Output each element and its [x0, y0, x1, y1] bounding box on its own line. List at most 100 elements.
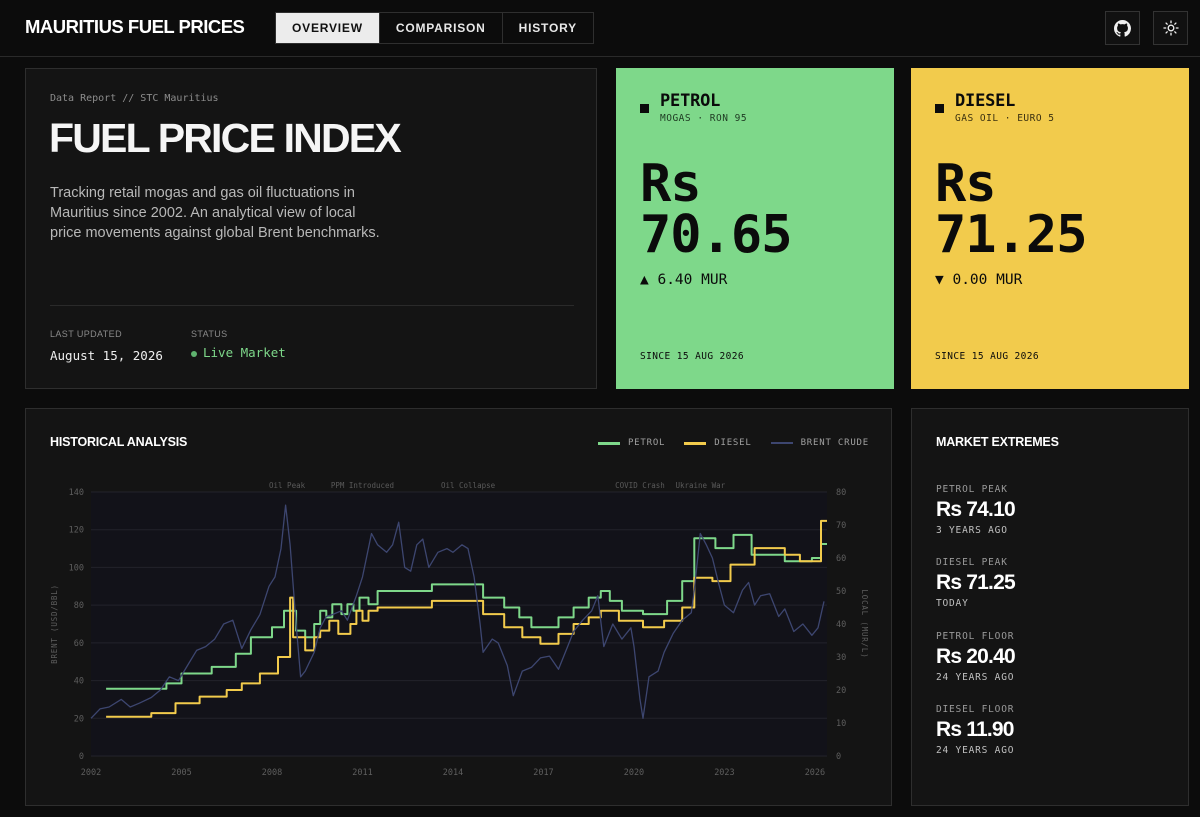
- petrol-series-line: [106, 533, 827, 690]
- extreme-petrol-floor: PETROL FLOOR Rs 20.40 24 YEARS AGO: [936, 631, 1016, 683]
- x-tick-label: 2014: [443, 768, 463, 778]
- petrol-card-subtitle: MOGAS · RON 95: [660, 113, 748, 124]
- y-tick-left-label: 120: [69, 526, 84, 536]
- extreme-value: Rs 20.40: [936, 645, 1016, 668]
- event-annotation: Oil Collapse: [441, 481, 496, 490]
- legend-petrol-label: PETROL: [627, 438, 666, 448]
- legend-diesel-swatch: [684, 441, 707, 445]
- x-tick-label: 2002: [81, 768, 101, 778]
- chart-title: HISTORICAL ANALYSIS: [50, 435, 188, 449]
- petrol-since: SINCE 15 AUG 2026: [640, 351, 745, 362]
- extreme-value: Rs 71.25: [936, 571, 1016, 594]
- theme-toggle-button[interactable]: [1153, 11, 1188, 45]
- tab-comparison[interactable]: COMPARISON: [380, 13, 503, 43]
- legend-brent: BRENT CRUDE: [770, 438, 869, 448]
- diesel-currency: Rs: [935, 154, 997, 214]
- tab-history[interactable]: HISTORY: [518, 21, 577, 35]
- extreme-label: DIESEL FLOOR: [936, 704, 1015, 715]
- x-tick-label: 2011: [352, 768, 372, 778]
- last-updated-label: LAST UPDATED: [50, 329, 122, 339]
- diesel-price-card: DIESEL GAS OIL · EURO 5 Rs 71.25 ▼ 0.00 …: [911, 68, 1189, 389]
- extreme-ago: 24 YEARS AGO: [936, 672, 1015, 683]
- extreme-diesel-floor: DIESEL FLOOR Rs 11.90 24 YEARS AGO: [936, 704, 1014, 756]
- extreme-label: PETROL PEAK: [936, 484, 1008, 495]
- y-tick-right-label: 70: [836, 521, 846, 531]
- status-dot: [191, 350, 197, 357]
- diesel-series-line: [106, 519, 827, 718]
- x-tick-label: 2023: [714, 768, 734, 778]
- status-indicator: Live Market: [191, 345, 286, 360]
- plot-background: [91, 492, 827, 756]
- hero-divider: [50, 305, 574, 306]
- diesel-price: 71.25: [935, 205, 1088, 265]
- github-button[interactable]: [1105, 11, 1140, 45]
- market-extremes-panel: MARKET EXTREMES PETROL PEAK Rs 74.10 3 Y…: [911, 408, 1189, 806]
- extremes-title: MARKET EXTREMES: [936, 435, 1059, 449]
- petrol-price: 70.65: [640, 205, 793, 265]
- petrol-square-icon: [640, 104, 649, 113]
- app-title: MAURITIUS FUEL PRICES: [25, 16, 245, 37]
- legend-diesel: DIESEL: [684, 438, 751, 448]
- tab-overview[interactable]: OVERVIEW: [276, 13, 380, 43]
- status-value: Live Market: [203, 345, 286, 360]
- extreme-value: Rs 74.10: [936, 498, 1016, 521]
- hero-kicker: Data Report // STC Mauritius: [50, 93, 219, 104]
- last-updated-value: August 15, 2026: [50, 348, 163, 363]
- y-tick-right-label: 30: [836, 653, 846, 663]
- y-tick-left-label: 100: [69, 563, 84, 573]
- x-tick-label: 2026: [805, 768, 825, 778]
- y-tick-right-label: 40: [836, 620, 846, 630]
- github-icon: [1114, 19, 1131, 37]
- hero-description: Tracking retail mogas and gas oil fluctu…: [50, 185, 380, 241]
- historical-chart-panel: HISTORICAL ANALYSIS PETROL DIESEL BRENT …: [25, 408, 892, 806]
- diesel-card-title: DIESEL: [955, 91, 1016, 111]
- extreme-diesel-peak: DIESEL PEAK Rs 71.25 TODAY: [936, 557, 1016, 609]
- historical-chart[interactable]: 0 20 40 60 80 100 120 140 0 10 20 30 40 50 60 70 80 2002 2…: [26, 409, 891, 805]
- x-tick-label: 2005: [171, 768, 191, 778]
- extreme-value: Rs 11.90: [936, 718, 1014, 741]
- extreme-ago: 3 YEARS AGO: [936, 525, 1008, 536]
- hero-panel: Data Report // STC Mauritius FUEL PRICE …: [25, 68, 597, 389]
- y-tick-left-label: 40: [74, 677, 84, 687]
- extreme-ago: TODAY: [936, 598, 969, 609]
- y-tick-right-label: 50: [836, 587, 846, 597]
- x-tick-label: 2008: [262, 768, 282, 778]
- extreme-petrol-peak: PETROL PEAK Rs 74.10 3 YEARS AGO: [936, 484, 1016, 536]
- extreme-ago: 24 YEARS AGO: [936, 745, 1015, 756]
- sun-icon: [1162, 20, 1179, 36]
- x-tick-label: 2020: [624, 768, 644, 778]
- event-annotation: PPM Introduced: [331, 481, 394, 490]
- event-annotation: Oil Peak: [269, 481, 306, 490]
- legend-brent-swatch: [770, 442, 793, 444]
- legend-diesel-label: DIESEL: [714, 438, 752, 448]
- diesel-change: ▼ 0.00 MUR: [935, 272, 1023, 288]
- y-axis-right-title: LOCAL (MUR/L): [860, 589, 869, 658]
- y-tick-right-label: 0: [836, 752, 841, 762]
- status-label: STATUS: [191, 329, 228, 339]
- diesel-card-subtitle: GAS OIL · EURO 5: [955, 113, 1055, 124]
- legend-petrol-swatch: [597, 441, 620, 445]
- legend-petrol: PETROL: [597, 438, 666, 448]
- y-tick-left-label: 20: [74, 714, 84, 724]
- petrol-currency: Rs: [640, 154, 702, 214]
- petrol-card-title: PETROL: [660, 91, 721, 111]
- y-tick-left-label: 140: [69, 488, 84, 498]
- legend-brent-label: BRENT CRUDE: [800, 438, 869, 448]
- y-tick-right-label: 10: [836, 719, 846, 729]
- top-bar: MAURITIUS FUEL PRICES OVERVIEW COMPARISO…: [0, 0, 1200, 57]
- x-tick-label: 2017: [533, 768, 553, 778]
- hero-title: FUEL PRICE INDEX: [49, 115, 402, 161]
- y-tick-right-label: 20: [836, 686, 846, 696]
- y-axis-left-title: BRENT (USD/BBL): [50, 584, 59, 664]
- y-tick-left-label: 0: [79, 752, 84, 762]
- petrol-change: ▲ 6.40 MUR: [640, 272, 728, 288]
- event-annotation: COVID Crash: [615, 481, 665, 490]
- y-tick-left-label: 80: [74, 601, 84, 611]
- diesel-since: SINCE 15 AUG 2026: [935, 351, 1040, 362]
- diesel-square-icon: [935, 104, 944, 113]
- petrol-price-card: PETROL MOGAS · RON 95 Rs 70.65 ▲ 6.40 MU…: [616, 68, 894, 389]
- extreme-label: DIESEL PEAK: [936, 557, 1008, 568]
- y-tick-right-label: 60: [836, 554, 846, 564]
- extreme-label: PETROL FLOOR: [936, 631, 1015, 642]
- event-annotation: Ukraine War: [675, 481, 725, 490]
